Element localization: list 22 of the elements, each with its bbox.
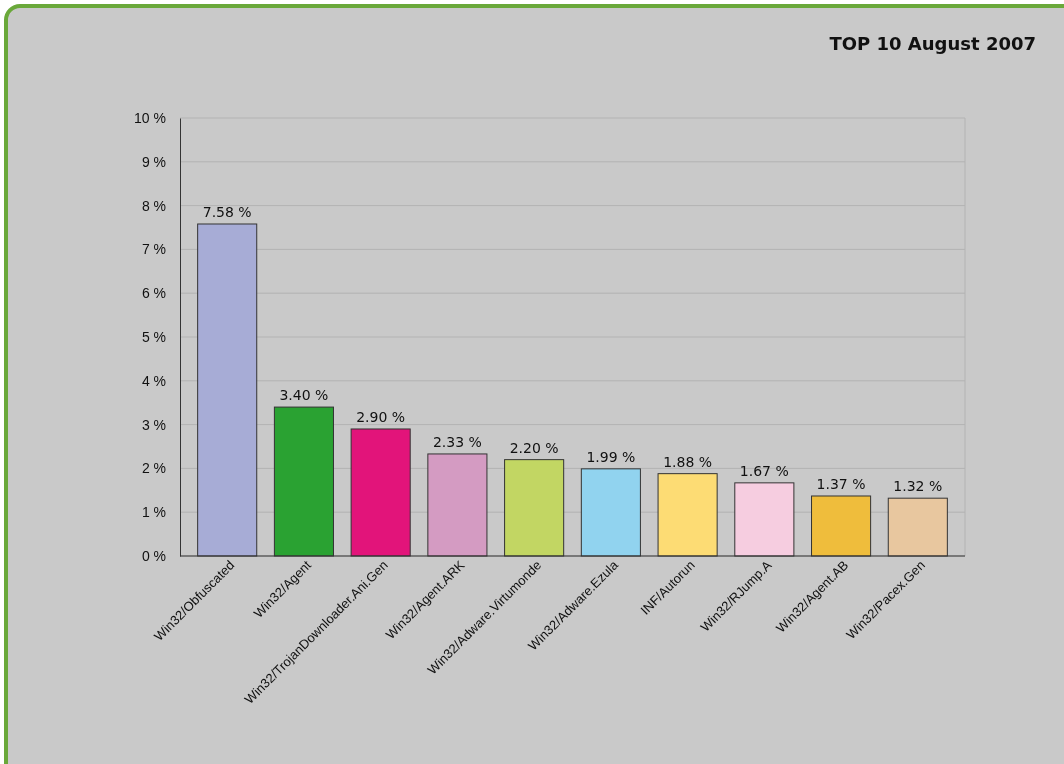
data-label: 7.58 % [202, 204, 252, 220]
y-tick-label: 9 % [141, 153, 166, 170]
y-tick-label: 5 % [141, 328, 166, 345]
data-label: 2.33 % [432, 433, 482, 450]
data-label: 1.32 % [893, 478, 943, 495]
data-label: 3.40 % [279, 387, 329, 404]
y-tick-label: 7 % [141, 241, 166, 258]
data-label: 1.88 % [663, 453, 713, 470]
data-label: 1.67 % [739, 462, 789, 479]
data-label: 1.37 % [816, 475, 866, 492]
data-label: 2.90 % [356, 408, 406, 425]
y-tick-label: 3 % [141, 416, 166, 433]
y-tick-label: 1 % [141, 504, 166, 521]
data-label: 2.20 % [509, 439, 559, 456]
data-label: 1.99 % [586, 448, 636, 465]
y-tick-label: 6 % [141, 285, 166, 302]
y-tick-label: 8 % [141, 197, 166, 214]
y-tick-label: 0 % [141, 547, 166, 564]
y-tick-label: 2 % [141, 460, 166, 477]
y-tick-label: 4 % [141, 372, 166, 389]
chart-title: TOP 10 August 2007 [829, 33, 1036, 54]
y-tick-label: 10 % [134, 109, 166, 126]
